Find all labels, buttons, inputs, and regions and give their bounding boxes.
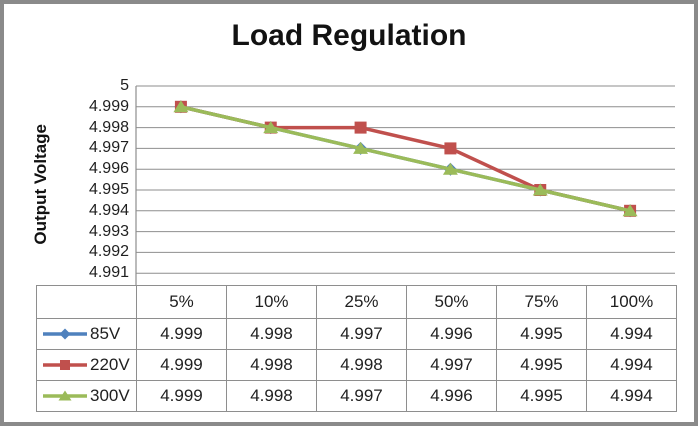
y-tick-label: 4.992 [88, 243, 129, 260]
category-cell: 75% [496, 285, 587, 319]
value-cell: 4.997 [406, 349, 497, 381]
value-cell: 4.994 [586, 380, 677, 412]
value-cell: 4.997 [316, 318, 407, 350]
table-row-85v: 85V 4.999 4.998 4.997 4.996 4.995 4.994 [36, 318, 677, 350]
y-tick-label: 4.999 [88, 98, 129, 115]
chart-title: Load Regulation [231, 19, 467, 52]
category-cell: 100% [586, 285, 677, 319]
value-cell: 4.998 [316, 349, 407, 381]
value-cell: 4.995 [496, 318, 587, 350]
value-cell: 4.995 [496, 349, 587, 381]
y-tick-label: 4.994 [88, 202, 129, 219]
legend-cell: 85V [36, 318, 137, 350]
y-tick-label: 4.995 [88, 181, 129, 198]
series-name: 220V [90, 355, 130, 374]
value-cell: 4.999 [136, 380, 227, 412]
table-row-300v: 300V 4.999 4.998 4.997 4.996 4.995 4.994 [36, 380, 677, 412]
legend-cell: 300V [36, 380, 137, 412]
y-tick-label: 4.993 [88, 223, 129, 240]
category-cell: 5% [136, 285, 227, 319]
value-cell: 4.998 [226, 380, 317, 412]
y-tick-label: 4.991 [88, 264, 129, 281]
legend-cell: 220V [36, 349, 137, 381]
y-tick-label: 5 [120, 77, 129, 94]
chart-data-table: 5% 10% 25% 50% 75% 100% 85V 4.999 4.998 … [36, 285, 677, 412]
series-key-square-icon [43, 360, 87, 370]
category-cell: 50% [406, 285, 497, 319]
y-tick-label: 4.998 [88, 119, 129, 136]
category-row: 5% 10% 25% 50% 75% 100% [36, 285, 677, 319]
value-cell: 4.998 [226, 349, 317, 381]
value-cell: 4.996 [406, 380, 497, 412]
table-row-220v: 220V 4.999 4.998 4.998 4.997 4.995 4.994 [36, 349, 677, 381]
value-cell: 4.996 [406, 318, 497, 350]
table-corner-cell [36, 285, 137, 319]
series-name: 85V [90, 324, 121, 343]
series-name: 300V [90, 386, 130, 405]
category-cell: 25% [316, 285, 407, 319]
value-cell: 4.998 [226, 318, 317, 350]
value-cell: 4.995 [496, 380, 587, 412]
category-cell: 10% [226, 285, 317, 319]
value-cell: 4.999 [136, 349, 227, 381]
y-tick-label: 4.997 [88, 139, 129, 156]
series-key-triangle-icon [43, 390, 87, 401]
y-tick-label: 4.996 [88, 160, 129, 177]
value-cell: 4.994 [586, 318, 677, 350]
value-cell: 4.999 [136, 318, 227, 350]
series-key-diamond-icon [43, 328, 87, 340]
value-cell: 4.994 [586, 349, 677, 381]
value-cell: 4.997 [316, 380, 407, 412]
